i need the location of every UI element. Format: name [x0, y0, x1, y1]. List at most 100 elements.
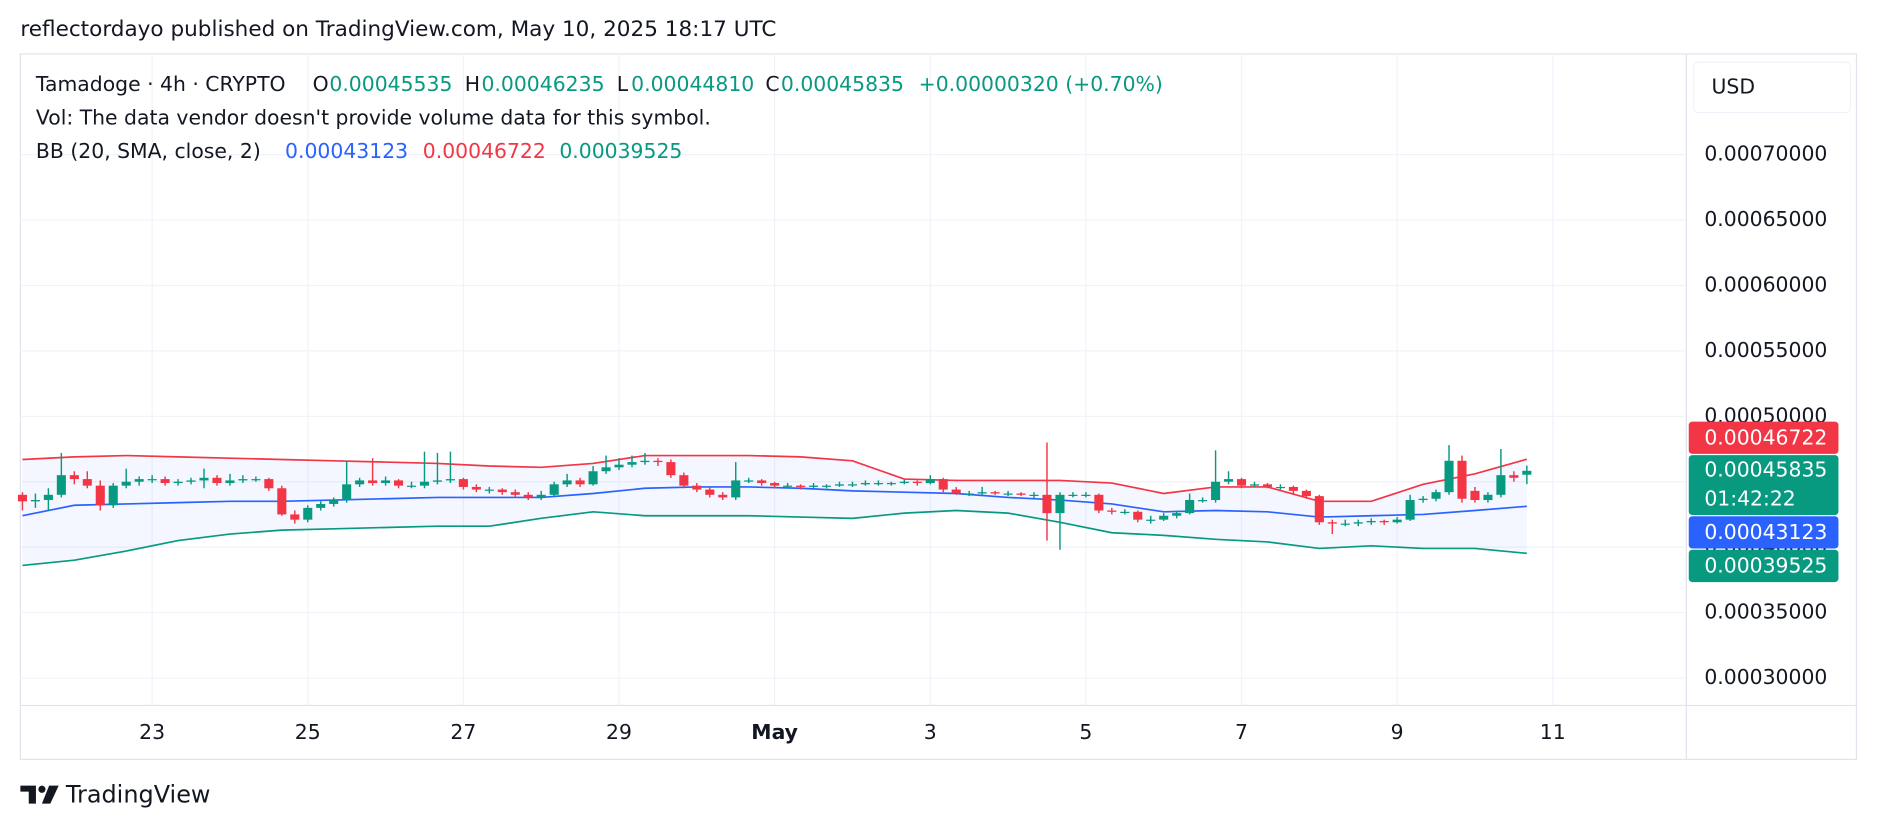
candle-body — [1418, 498, 1428, 501]
candle-body — [718, 494, 728, 498]
bb-line — [22, 509, 1527, 567]
x-tick-label: 11 — [1540, 720, 1566, 744]
candle-body — [471, 486, 481, 490]
chart-frame — [19, 53, 1858, 760]
x-tick-label: 23 — [139, 720, 165, 744]
legend-open: 0.00045535 — [329, 72, 452, 96]
candle-body — [1107, 510, 1117, 512]
candle-body — [355, 480, 365, 485]
candle-body — [1483, 494, 1493, 501]
candle-body — [1262, 484, 1273, 487]
legend-letter: L — [617, 72, 629, 96]
candle-body — [964, 493, 974, 495]
currency[interactable]: USD — [1712, 74, 1756, 98]
candle-body — [666, 462, 676, 476]
candle-body — [1224, 479, 1234, 482]
legend-letter: C — [765, 72, 779, 96]
candle-body — [121, 481, 131, 486]
x-tick-label: 29 — [606, 720, 632, 744]
candle-body — [1431, 492, 1441, 499]
y-tick-label: 0.00030000 — [1704, 665, 1827, 689]
candle-body — [1146, 519, 1156, 521]
candle-body — [368, 480, 378, 484]
candle-body — [1314, 496, 1324, 523]
symbol-title: Tamadoge · 4h · CRYPTO — [35, 72, 286, 96]
legend-low: 0.00044810 — [631, 72, 754, 96]
candle-body — [1340, 523, 1350, 525]
x-tick-label: 3 — [924, 720, 937, 744]
candle-body — [1353, 522, 1363, 524]
legend-letter: O — [313, 72, 329, 96]
legend-letter: H — [465, 72, 480, 96]
y-tick-label: 0.00055000 — [1704, 338, 1827, 362]
candle-body — [990, 492, 1000, 494]
candle-body — [1392, 519, 1402, 523]
legend: Tamadoge · 4h · CRYPTO O 0.00045535 H 0.… — [35, 72, 1163, 163]
bb-middle-value: 0.00043123 — [285, 139, 408, 163]
candle-body — [536, 494, 546, 498]
candle-body — [225, 480, 235, 484]
x-tick-label: 7 — [1235, 720, 1248, 744]
candle-body — [1133, 511, 1143, 520]
candle-body — [303, 507, 313, 520]
bb-middle-badge: 0.00043123 — [1704, 520, 1827, 544]
y-tick-label: 0.00070000 — [1704, 142, 1827, 166]
candle-body — [1029, 494, 1039, 496]
last-price-badge: 0.00045835 — [1704, 458, 1827, 482]
candle-body — [1379, 520, 1389, 523]
candle-body — [329, 500, 339, 504]
badge-bg — [1688, 549, 1839, 583]
brand-logo: TradingView — [20, 780, 211, 808]
candle-body — [458, 479, 468, 487]
x-tick-label: 25 — [295, 720, 321, 744]
candle-body — [549, 484, 559, 495]
candle-body — [264, 479, 274, 489]
candle-body — [1236, 479, 1247, 486]
candle-body — [1444, 460, 1454, 493]
candle-body — [1275, 486, 1285, 489]
currency-button[interactable] — [1692, 61, 1852, 114]
legend-close: 0.00045835 — [781, 72, 904, 96]
candle-body — [484, 489, 494, 491]
candle-body — [134, 479, 144, 482]
bb-upper-badge: 0.00046722 — [1704, 425, 1827, 449]
candle-body — [588, 471, 598, 485]
badge-bg — [1688, 455, 1839, 516]
candle-body — [834, 484, 845, 486]
legend-change: +0.00000320 (+0.70%) — [919, 72, 1163, 96]
candle-body — [1249, 484, 1260, 486]
candle-body — [445, 479, 455, 481]
x-tick-label: May — [751, 720, 798, 744]
bb-lower-value: 0.00039525 — [559, 139, 682, 163]
candle-body — [1081, 494, 1091, 496]
badge-bg — [1688, 421, 1839, 454]
candle-body — [899, 481, 909, 484]
candle-body — [821, 485, 832, 487]
candle-body — [614, 464, 624, 468]
candle-body — [770, 483, 780, 486]
candle-body — [173, 481, 183, 484]
y-tick-label: 0.00060000 — [1704, 272, 1827, 296]
bb-line — [22, 454, 1528, 503]
x-tick-label: 9 — [1391, 720, 1404, 744]
x-tick-label: 5 — [1079, 720, 1092, 744]
candle-body — [1172, 513, 1182, 516]
candle-body — [744, 480, 754, 482]
badge-bg — [1688, 516, 1839, 549]
candle-body — [497, 489, 507, 493]
candle-body — [1496, 475, 1506, 495]
candle-body — [1068, 494, 1078, 496]
y-tick-label: 0.00035000 — [1704, 600, 1827, 624]
candle-body — [1470, 490, 1480, 501]
candle-body — [627, 462, 637, 465]
candle-body — [290, 514, 300, 520]
candle-body — [912, 481, 922, 484]
candle-body — [705, 489, 715, 495]
candle-body — [95, 485, 105, 506]
candle-body — [160, 479, 170, 484]
candle-body — [1288, 486, 1298, 491]
candle-body — [510, 492, 520, 495]
candle-body — [342, 484, 352, 501]
